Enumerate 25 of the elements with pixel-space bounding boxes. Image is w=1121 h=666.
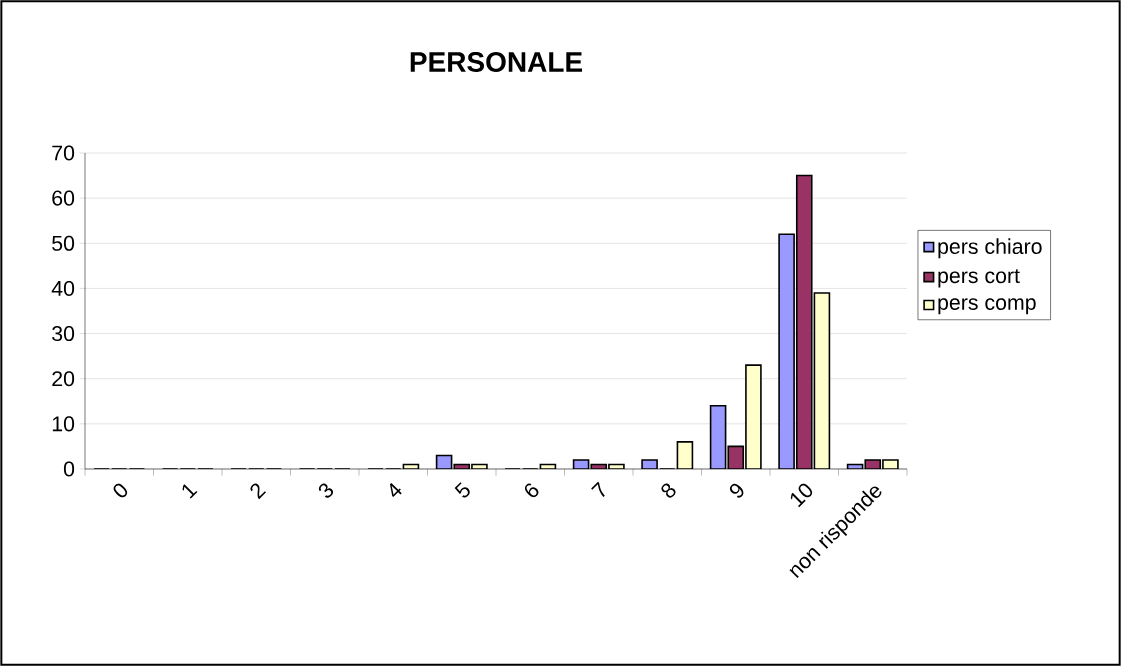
bar <box>813 292 831 469</box>
bar <box>709 404 727 469</box>
legend-label: pers chiaro <box>938 238 1042 259</box>
x-tick-label: 0 <box>113 483 128 498</box>
legend-label: pers comp <box>938 298 1036 315</box>
y-tick-label: 70 <box>52 145 75 161</box>
x-tick-label: 7 <box>591 481 605 498</box>
x-tick-label: 9 <box>729 483 744 498</box>
y-tick-label: 0 <box>63 461 75 477</box>
x-tick-label: 2 <box>250 483 267 500</box>
y-tick-label: 30 <box>52 326 75 342</box>
y-tick-label: 60 <box>52 190 75 206</box>
x-tick-label: 3 <box>318 483 334 498</box>
x-tick-label: 4 <box>389 482 402 498</box>
x-tick-label: 10 <box>790 483 813 508</box>
y-tick-label: 50 <box>52 235 75 251</box>
x-tick-label: 8 <box>661 483 676 498</box>
chart-title: PERSONALE <box>410 52 583 72</box>
y-tick-label: 10 <box>52 416 75 432</box>
x-tick-label: 1 <box>182 484 198 499</box>
y-tick-label: 20 <box>52 371 75 387</box>
y-tick-label: 40 <box>51 280 75 296</box>
x-tick-label: 6 <box>524 483 539 498</box>
legend-label: pers cort <box>938 269 1020 288</box>
x-tick-label: 5 <box>454 482 470 498</box>
